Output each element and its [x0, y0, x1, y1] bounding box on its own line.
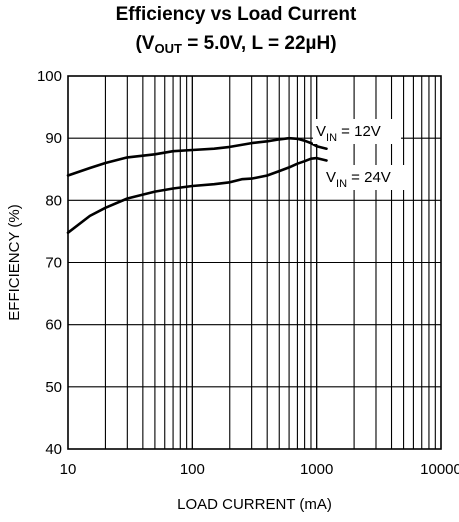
series-label-background: [323, 165, 411, 190]
series-line-1: [66, 136, 328, 177]
y-tick-labels: 40 50 60 70 80 90 100: [37, 68, 62, 458]
y-tick-label: 90: [45, 130, 62, 147]
y-tick-label: 60: [45, 317, 62, 334]
series-label-prefix: V: [316, 123, 326, 140]
series-label-background: [313, 119, 401, 144]
chart-subtitle-suffix: = 5.0V, L = 22µH): [182, 33, 337, 54]
series-label-subscript: IN: [336, 178, 347, 190]
x-axis-label: LOAD CURRENT (mA): [177, 496, 332, 513]
y-tick-label: 80: [45, 192, 62, 209]
chart-title: Efficiency vs Load Current: [116, 4, 357, 25]
y-tick-label: 50: [45, 379, 62, 396]
chart-subtitle-subscript: OUT: [154, 41, 182, 56]
chart-subtitle-prefix: (V: [135, 33, 154, 54]
series-label-suffix: = 12V: [337, 123, 381, 140]
series-label-prefix: V: [326, 169, 336, 186]
y-tick-label: 70: [45, 255, 62, 272]
y-tick-label: 100: [37, 68, 62, 85]
y-axis-label: EFFICIENCY (%): [6, 204, 23, 320]
x-tick-label: 1000: [300, 461, 333, 478]
x-tick-label: 10000: [420, 461, 459, 478]
x-tick-label: 10: [60, 461, 77, 478]
grid: [68, 76, 441, 449]
chart-subtitle: (VOUT = 5.0V, L = 22µH): [135, 33, 336, 56]
y-tick-label: 40: [45, 441, 62, 458]
series-label-subscript: IN: [326, 132, 337, 144]
series-label-2: VIN = 24V: [326, 169, 391, 190]
series-line-2: [66, 156, 328, 234]
plot-frame: [67, 75, 442, 450]
series-label-1: VIN = 12V: [316, 123, 381, 144]
series-label-suffix: = 24V: [347, 169, 391, 186]
x-tick-label: 100: [180, 461, 205, 478]
x-tick-labels: 10 100 1000 10000: [60, 461, 459, 478]
